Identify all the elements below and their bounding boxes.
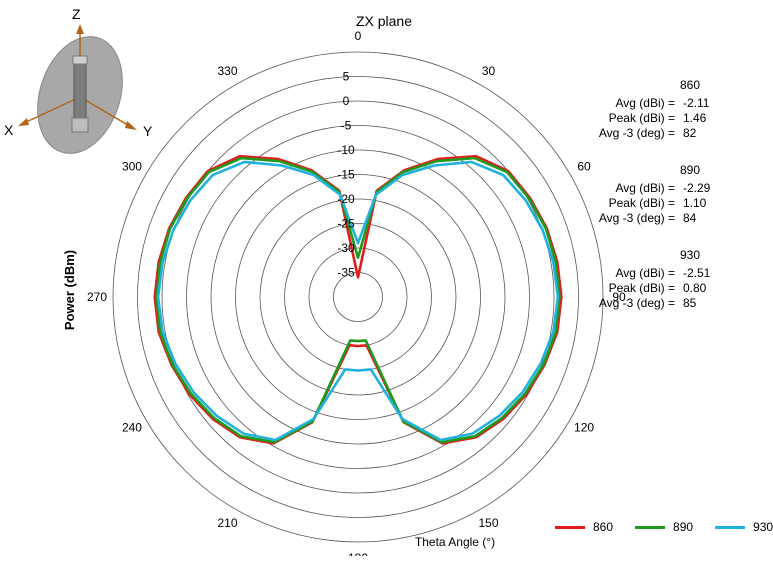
antenna-cap (72, 55, 88, 65)
grid-ring (186, 125, 530, 469)
stats-label: Avg (dBi) = (615, 96, 675, 110)
stats-band-title: 890 (680, 163, 701, 177)
z-axis-label: Z (72, 6, 81, 22)
antenna-body (73, 57, 87, 119)
stats-value: -2.51 (683, 266, 711, 280)
angular-tick-label: 240 (122, 421, 142, 435)
radial-tick-label: -25 (337, 217, 355, 231)
series-group (153, 154, 563, 445)
stats-label: Avg -3 (deg) = (598, 211, 675, 225)
legend-item-860: 860 (555, 520, 613, 534)
y-axis-arrow (125, 121, 137, 130)
radial-tick-label: -5 (341, 119, 352, 133)
stats-value: -2.11 (683, 96, 710, 110)
radial-tick-label: 0 (343, 94, 350, 108)
legend: 860 890 930 (555, 520, 773, 534)
x-axis-label: X (4, 122, 14, 138)
antenna-connector (71, 117, 89, 133)
grid-ring (333, 272, 383, 322)
label-group: 5 0 -5 -10 -15 -20 -25 -30 -35 0 30 60 90 120 150 180 21… (62, 13, 626, 561)
grid-ring (112, 51, 604, 543)
angular-tick-label: 60 (577, 160, 591, 174)
z-axis-arrow (76, 24, 84, 34)
legend-item-930: 930 (715, 520, 773, 534)
legend-swatch (715, 525, 746, 529)
y-axis-line (79, 96, 134, 129)
angular-tick-label: 0 (355, 29, 362, 43)
legend-label: 890 (673, 520, 694, 534)
angular-tick-label: 90 (612, 290, 626, 304)
stats-label: Avg (dBi) = (615, 266, 675, 280)
stats-value: 0.80 (683, 281, 707, 295)
stats-panel-930: 930 Avg (dBi) = -2.51 Peak (dBi) = 0.80 Av… (580, 248, 711, 311)
grid-ring (161, 100, 555, 494)
grid-ring (308, 247, 408, 347)
stats-value: 82 (683, 126, 697, 140)
x-axis-line (21, 96, 81, 125)
angular-tick-label: 120 (574, 421, 594, 435)
stats-value: 1.46 (683, 111, 707, 125)
angular-axis-label: Theta Angle (°) (415, 535, 495, 549)
radial-tick-label: -30 (337, 241, 355, 255)
angular-tick-label: 270 (87, 290, 107, 304)
radial-tick-label: 5 (343, 70, 350, 84)
stats-label: Avg -3 (deg) = (598, 126, 675, 140)
stats-panel-860: 860 Avg (dBi) = -2.11 Peak (dBi) = 1.46 Av… (580, 78, 710, 141)
angular-tick-label: 330 (217, 64, 237, 78)
angular-tick-label: 180 (348, 551, 368, 556)
stats-label: Avg (dBi) = (615, 181, 675, 195)
series-line-930 (156, 160, 560, 442)
grid-ring (259, 198, 457, 396)
series-line-890 (155, 156, 561, 444)
x-axis-arrow (18, 118, 29, 126)
stats-label: Peak (dBi) = (608, 281, 675, 295)
legend-label: 930 (753, 520, 773, 534)
stats-band-title: 930 (680, 248, 701, 262)
grid-ring (137, 76, 579, 518)
radial-tick-label: -10 (337, 143, 355, 157)
radial-axis-label: Power (dBm) (62, 250, 77, 330)
stats-band-title: 860 (680, 78, 701, 92)
radial-tick-label: -15 (337, 168, 355, 182)
stats-value: -2.29 (683, 181, 711, 195)
angular-tick-label: 30 (482, 64, 496, 78)
y-axis-label: Y (143, 123, 153, 139)
angular-tick-label: 300 (122, 160, 142, 174)
polar-grid (112, 51, 604, 543)
stats-panel-890: 890 Avg (dBi) = -2.29 Peak (dBi) = 1.10 Av… (580, 163, 711, 226)
legend-swatch (635, 525, 666, 529)
grid-ring (284, 223, 432, 371)
antenna-orientation-inset: Z X Y (4, 6, 153, 154)
radial-tick-label: -20 (337, 192, 355, 206)
legend-swatch (555, 525, 585, 529)
stats-label: Peak (dBi) = (608, 196, 675, 210)
grid-ring (210, 149, 506, 445)
legend-item-890: 890 (635, 520, 693, 534)
stats-value: 84 (683, 211, 697, 225)
angular-tick-label: 150 (478, 516, 498, 530)
stats-value: 85 (683, 296, 697, 310)
stats-label: Avg -3 (deg) = (598, 296, 675, 310)
radial-tick-label: -35 (337, 266, 355, 280)
chart-title: ZX plane (356, 13, 412, 29)
stats-value: 1.10 (683, 196, 707, 210)
stats-label: Peak (dBi) = (608, 111, 675, 125)
legend-label: 860 (593, 520, 614, 534)
grid-ring (235, 174, 481, 420)
angular-tick-label: 210 (217, 516, 237, 530)
